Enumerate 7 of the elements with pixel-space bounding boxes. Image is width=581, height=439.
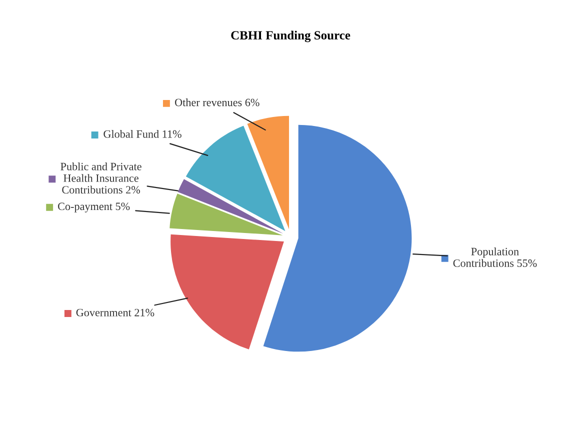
- legend-label: Co-payment 5%: [58, 202, 130, 212]
- legend-label: Other revenues 6%: [175, 98, 260, 106]
- chart-title: CBHI Funding Source: [231, 30, 350, 42]
- legend-label: Population Contributions 55%: [453, 247, 537, 267]
- legend-label: Public and Private Health Insurance Contributions 2%: [60, 162, 142, 194]
- legend-label: Government 21%: [76, 308, 154, 316]
- legend-label: Global Fund 11%: [104, 130, 182, 138]
